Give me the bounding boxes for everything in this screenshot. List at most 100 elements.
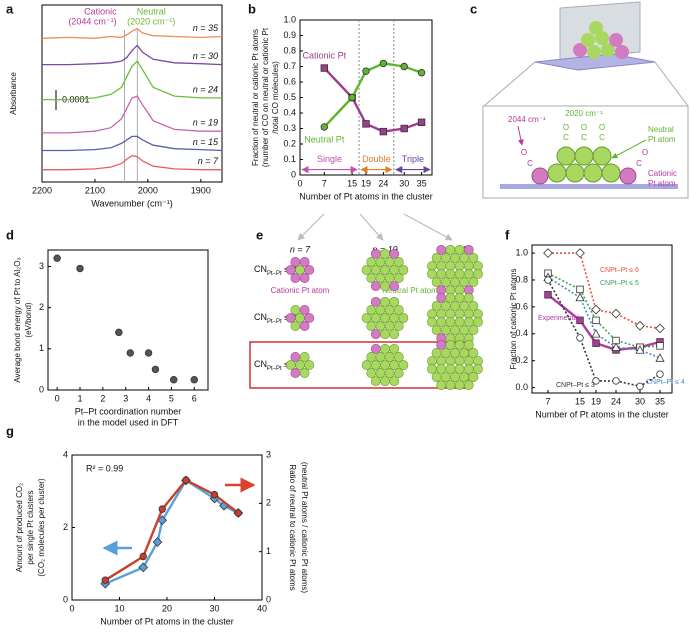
panel-label: d (6, 227, 14, 242)
atom (454, 317, 465, 327)
neutral-label: Neutral (648, 125, 674, 134)
marker (592, 316, 600, 325)
atom (380, 265, 390, 275)
marker (592, 339, 600, 347)
marker (417, 118, 426, 126)
y2-tick-label: 0 (266, 594, 271, 604)
atom (436, 244, 447, 255)
atom (440, 301, 451, 311)
x-tick-label: 2000 (138, 185, 158, 195)
y-tick-label: 0 (63, 594, 68, 604)
atom (384, 321, 395, 331)
atom (370, 360, 381, 370)
atom (370, 265, 381, 275)
atom (445, 364, 456, 374)
y-axis-label: Absorbance (9, 72, 18, 115)
marker (362, 67, 370, 75)
atom (380, 376, 390, 386)
y-tick-label: 1.0 (283, 14, 296, 24)
atom (445, 269, 456, 279)
row-label-part: CN (254, 264, 267, 274)
atom (393, 368, 404, 378)
x-tick-label: 1900 (191, 185, 211, 195)
y-axis-label: per single Pt clusters (26, 490, 35, 564)
y-tick-label: 0.4 (515, 328, 528, 338)
x-axis-label: Number of Pt atoms in the cluster (100, 616, 234, 626)
atom (592, 146, 612, 166)
atom (366, 257, 377, 267)
atom (436, 292, 447, 303)
cationic-label: Pt atom (648, 179, 676, 188)
atom (601, 163, 621, 183)
connector (297, 213, 325, 241)
atom (463, 317, 474, 327)
atom (375, 352, 386, 362)
atom (450, 277, 460, 287)
series-line (547, 293, 661, 352)
panel-label: b (248, 1, 256, 16)
atom (556, 146, 576, 166)
atom (609, 33, 623, 47)
atom (299, 368, 310, 378)
y-tick-label: 0.3 (283, 123, 296, 133)
x-axis-label: Wavenumber (cm⁻¹) (91, 198, 172, 208)
atom (454, 339, 465, 350)
atom (427, 364, 437, 374)
series-line (42, 95, 222, 134)
y-tick-label: 0.6 (515, 301, 528, 311)
atom (375, 273, 386, 283)
atom (445, 380, 456, 391)
series-label: n = 30 (193, 51, 218, 61)
marker (417, 68, 426, 77)
x-tick-label: 15 (575, 396, 585, 406)
series-label: n = 35 (193, 23, 219, 33)
atom (454, 244, 465, 255)
series-line (547, 276, 661, 359)
atom (573, 43, 587, 57)
atom (565, 163, 585, 183)
atom (290, 321, 301, 331)
x-tick-label: 30 (209, 603, 219, 613)
atom (531, 167, 549, 185)
atom (427, 269, 437, 279)
atom (384, 273, 395, 283)
y-axis-label: Fraction of cationic Pt atoms (509, 269, 518, 370)
atom (393, 273, 404, 283)
atom (450, 301, 460, 311)
x-tick-label: 6 (192, 393, 197, 403)
atom (290, 305, 301, 315)
atom (459, 372, 470, 382)
marker (379, 59, 388, 68)
y-tick-label: 0 (39, 384, 44, 394)
atom (431, 372, 442, 382)
atom (431, 301, 442, 311)
x-tick-label: 2200 (32, 185, 52, 195)
atom (366, 368, 377, 378)
atom (454, 380, 465, 391)
atom (366, 321, 377, 331)
marker (592, 377, 600, 385)
x-tick-label: 1 (77, 393, 82, 403)
x-axis-label: Pt–Pt coordination number (75, 406, 182, 416)
y-tick-label: 1 (39, 343, 44, 353)
series-line (41, 27, 223, 39)
series-label: CNPt–Pt ≤ 6 (600, 267, 639, 274)
x-tick-label: 20 (162, 603, 172, 613)
x-tick-label: 30 (399, 178, 409, 188)
annotation: (2044 cm⁻¹) (68, 16, 116, 26)
x-tick-label: 0 (297, 178, 302, 188)
atom (366, 273, 377, 283)
marker (320, 123, 329, 131)
y2-tick-label: 3 (266, 449, 271, 459)
zoom-line (654, 61, 689, 107)
atom (463, 339, 474, 350)
y-axis-label: Amount of produced CO₂ (15, 483, 24, 572)
atom (393, 321, 404, 331)
marker (612, 377, 620, 385)
atom (375, 368, 386, 378)
atom (450, 372, 460, 382)
marker (379, 127, 388, 136)
y2-axis-label: Ratio of neutral to cationic Pt atoms (288, 464, 297, 590)
atom (299, 257, 310, 267)
